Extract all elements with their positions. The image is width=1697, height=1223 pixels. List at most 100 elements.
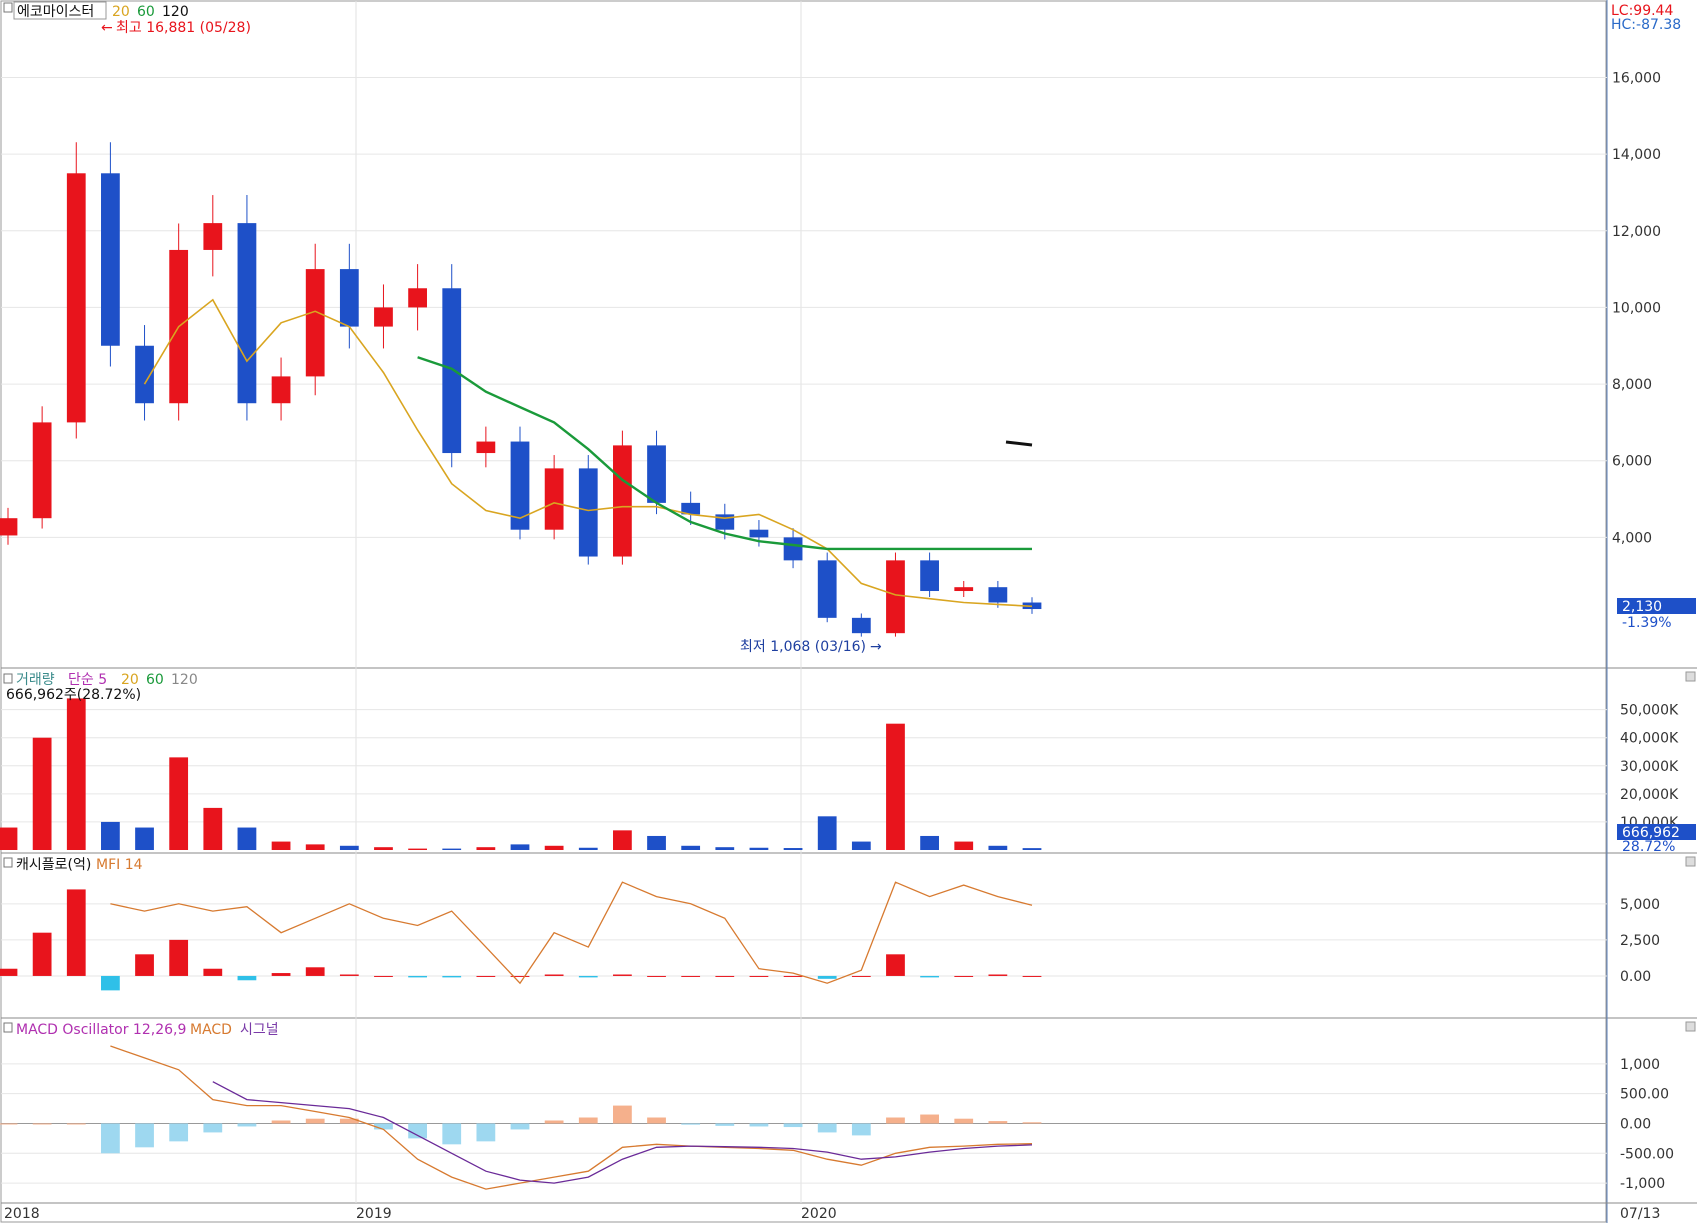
macd-collapse-icon[interactable] bbox=[3, 1022, 13, 1033]
cashflow-bar bbox=[613, 974, 632, 976]
x-tick-2018: 2018 bbox=[4, 1206, 40, 1222]
volume-bar bbox=[886, 723, 905, 850]
macd-osc-bar bbox=[715, 1123, 735, 1126]
volume-last-box bbox=[1617, 824, 1696, 840]
macd-y-ticks: 1,000 500.00 0.00 -500.00 -1,000 bbox=[1620, 1057, 1674, 1192]
volume-last-pct: 28.72% bbox=[1622, 839, 1675, 855]
collapse-icon[interactable] bbox=[3, 2, 13, 13]
volume-bar bbox=[237, 827, 257, 850]
candle-body bbox=[749, 529, 769, 538]
macd-osc-bar bbox=[817, 1123, 837, 1133]
volume-bar bbox=[442, 848, 462, 850]
cashflow-bar bbox=[1022, 975, 1042, 977]
cashflow-bar bbox=[681, 975, 701, 977]
candle-body bbox=[920, 560, 939, 592]
volume-bar bbox=[613, 830, 632, 850]
macd-osc-bar bbox=[271, 1120, 291, 1124]
x-end-label: 07/13 bbox=[1620, 1206, 1660, 1222]
chart-frame bbox=[0, 0, 1607, 1223]
candle-body bbox=[988, 587, 1008, 603]
volume-ma60: 60 bbox=[146, 672, 164, 688]
candle-body bbox=[578, 468, 598, 557]
cashflow-bar bbox=[715, 975, 735, 977]
cashflow-bar bbox=[476, 975, 496, 977]
cashflow-bar bbox=[988, 974, 1008, 976]
price-tick-label: 4,000 bbox=[1612, 530, 1652, 546]
macd-osc-bar bbox=[237, 1123, 257, 1127]
cashflow-bar bbox=[817, 975, 837, 979]
price-tick-label: 8,000 bbox=[1612, 377, 1652, 393]
price-tick-label: 10,000 bbox=[1612, 300, 1661, 316]
volume-last-value: 666,962 bbox=[1622, 825, 1680, 841]
volume-tick-label: 40,000K bbox=[1620, 731, 1679, 747]
macd-osc-bar bbox=[613, 1105, 632, 1124]
volume-tick-label: 30,000K bbox=[1620, 759, 1679, 775]
volume-bar bbox=[305, 844, 325, 850]
volume-bar bbox=[101, 821, 120, 850]
volume-bar bbox=[203, 807, 223, 850]
volume-bar bbox=[374, 847, 393, 850]
candle-body bbox=[32, 422, 52, 519]
volume-bar bbox=[476, 847, 496, 850]
macd-osc-bar bbox=[66, 1123, 86, 1125]
candle-body bbox=[271, 376, 291, 404]
candle-body bbox=[681, 502, 701, 515]
volume-bar bbox=[169, 757, 189, 850]
macd-osc-bar bbox=[339, 1118, 359, 1124]
cashflow-bar bbox=[886, 954, 905, 976]
volume-collapse-icon[interactable] bbox=[3, 673, 13, 684]
macd-osc-bar bbox=[305, 1118, 325, 1124]
price-y-ticks: 16,000 14,000 12,000 10,000 8,000 6,000 4,000 bbox=[1612, 70, 1661, 546]
volume-panel-button[interactable] bbox=[1685, 671, 1696, 682]
macd-osc-bar bbox=[135, 1123, 154, 1148]
stock-name-box[interactable] bbox=[13, 1, 107, 20]
cashflow-bar bbox=[237, 975, 257, 981]
volume-bar bbox=[851, 841, 871, 850]
volume-bar bbox=[408, 848, 427, 850]
macd-osc-bar bbox=[988, 1121, 1008, 1124]
cashflow-bar bbox=[203, 968, 223, 976]
macd-osc-bar bbox=[442, 1123, 462, 1145]
candle-body bbox=[817, 560, 837, 618]
candle-body bbox=[476, 441, 496, 454]
candle-body bbox=[66, 173, 86, 423]
cashflow-collapse-icon[interactable] bbox=[3, 857, 13, 868]
macd-label: MACD bbox=[190, 1022, 232, 1038]
gridlines bbox=[1, 1, 1607, 1203]
macd-osc-bar bbox=[783, 1123, 803, 1128]
candle-body bbox=[0, 518, 18, 536]
macd-osc-label: MACD Oscillator 12,26,9 bbox=[16, 1022, 186, 1038]
candle-body bbox=[783, 537, 803, 561]
macd-osc-bar bbox=[374, 1123, 393, 1130]
volume-title: 거래량 bbox=[16, 672, 55, 688]
volume-bar bbox=[578, 847, 598, 850]
cashflow-bar bbox=[66, 889, 86, 976]
macd-osc-bar bbox=[510, 1123, 530, 1130]
cashflow-bar bbox=[32, 932, 52, 976]
macd-osc-bar bbox=[169, 1123, 189, 1142]
ma20-line bbox=[143, 298, 1033, 608]
macd-panel-button[interactable] bbox=[1685, 1021, 1696, 1032]
price-tick-label: 16,000 bbox=[1612, 70, 1661, 86]
cashflow-tick-label: 0.00 bbox=[1620, 969, 1651, 985]
macd-osc-bar bbox=[851, 1123, 871, 1136]
candle-body bbox=[886, 560, 905, 634]
hc-value: HC:-87.38 bbox=[1611, 17, 1681, 33]
price-tick-label: 12,000 bbox=[1612, 224, 1661, 240]
volume-bar bbox=[271, 841, 291, 850]
candle-body bbox=[442, 288, 462, 454]
cashflow-bar bbox=[920, 975, 939, 978]
cashflow-panel-button[interactable] bbox=[1685, 856, 1696, 867]
volume-current: 666,962주(28.72%) bbox=[6, 687, 141, 703]
signal-line bbox=[212, 1081, 1033, 1184]
macd-tick-label: 1,000 bbox=[1620, 1057, 1660, 1073]
cashflow-bar bbox=[305, 967, 325, 976]
cashflow-bar bbox=[647, 975, 666, 977]
cashflow-bars bbox=[0, 881, 1042, 991]
low-note: 최저 1,068 (03/16) bbox=[740, 639, 866, 655]
cashflow-tick-label: 5,000 bbox=[1620, 897, 1660, 913]
stock-name: 에코마이스터 bbox=[17, 4, 94, 20]
volume-bar bbox=[954, 841, 974, 850]
mfi-line bbox=[110, 881, 1033, 985]
